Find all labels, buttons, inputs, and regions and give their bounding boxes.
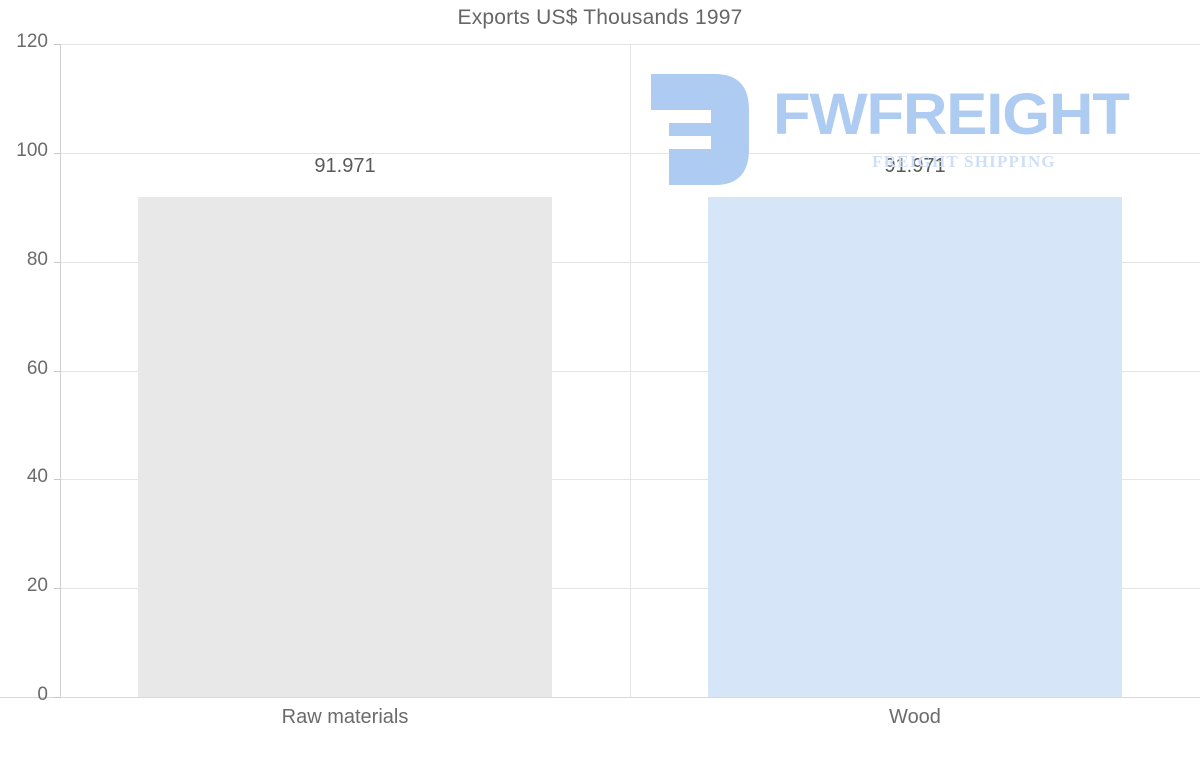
bar-value-label: 91.971	[314, 154, 376, 177]
y-axis-tick-label: 80	[26, 248, 48, 270]
x-axis-line	[0, 697, 1200, 698]
y-axis-tick-mark	[54, 261, 60, 263]
y-axis-tick-mark	[54, 152, 60, 154]
x-axis-category-label: Raw materials	[281, 706, 409, 728]
y-axis-line	[60, 44, 61, 697]
y-axis-tick-label: 60	[26, 357, 48, 379]
y-axis-tick-label: 100	[16, 139, 48, 161]
y-axis-tick-mark	[54, 697, 60, 698]
bar[interactable]	[138, 196, 552, 697]
y-axis-tick-label: 20	[26, 575, 48, 597]
y-axis-tick-mark	[54, 588, 60, 590]
bar-value-label: 91.971	[884, 154, 946, 177]
y-axis-tick-mark	[54, 44, 60, 45]
y-axis-tick-mark	[54, 479, 60, 481]
chart-title: Exports US$ Thousands 1997	[457, 6, 743, 29]
x-axis-category-label: Wood	[889, 706, 941, 728]
bar[interactable]	[708, 196, 1122, 697]
y-axis-tick-label: 40	[26, 466, 48, 488]
y-axis-tick-label: 120	[16, 31, 48, 52]
y-axis-tick-mark	[54, 370, 60, 372]
y-axis-tick-label: 0	[37, 684, 48, 705]
gridline-vertical	[630, 44, 631, 697]
